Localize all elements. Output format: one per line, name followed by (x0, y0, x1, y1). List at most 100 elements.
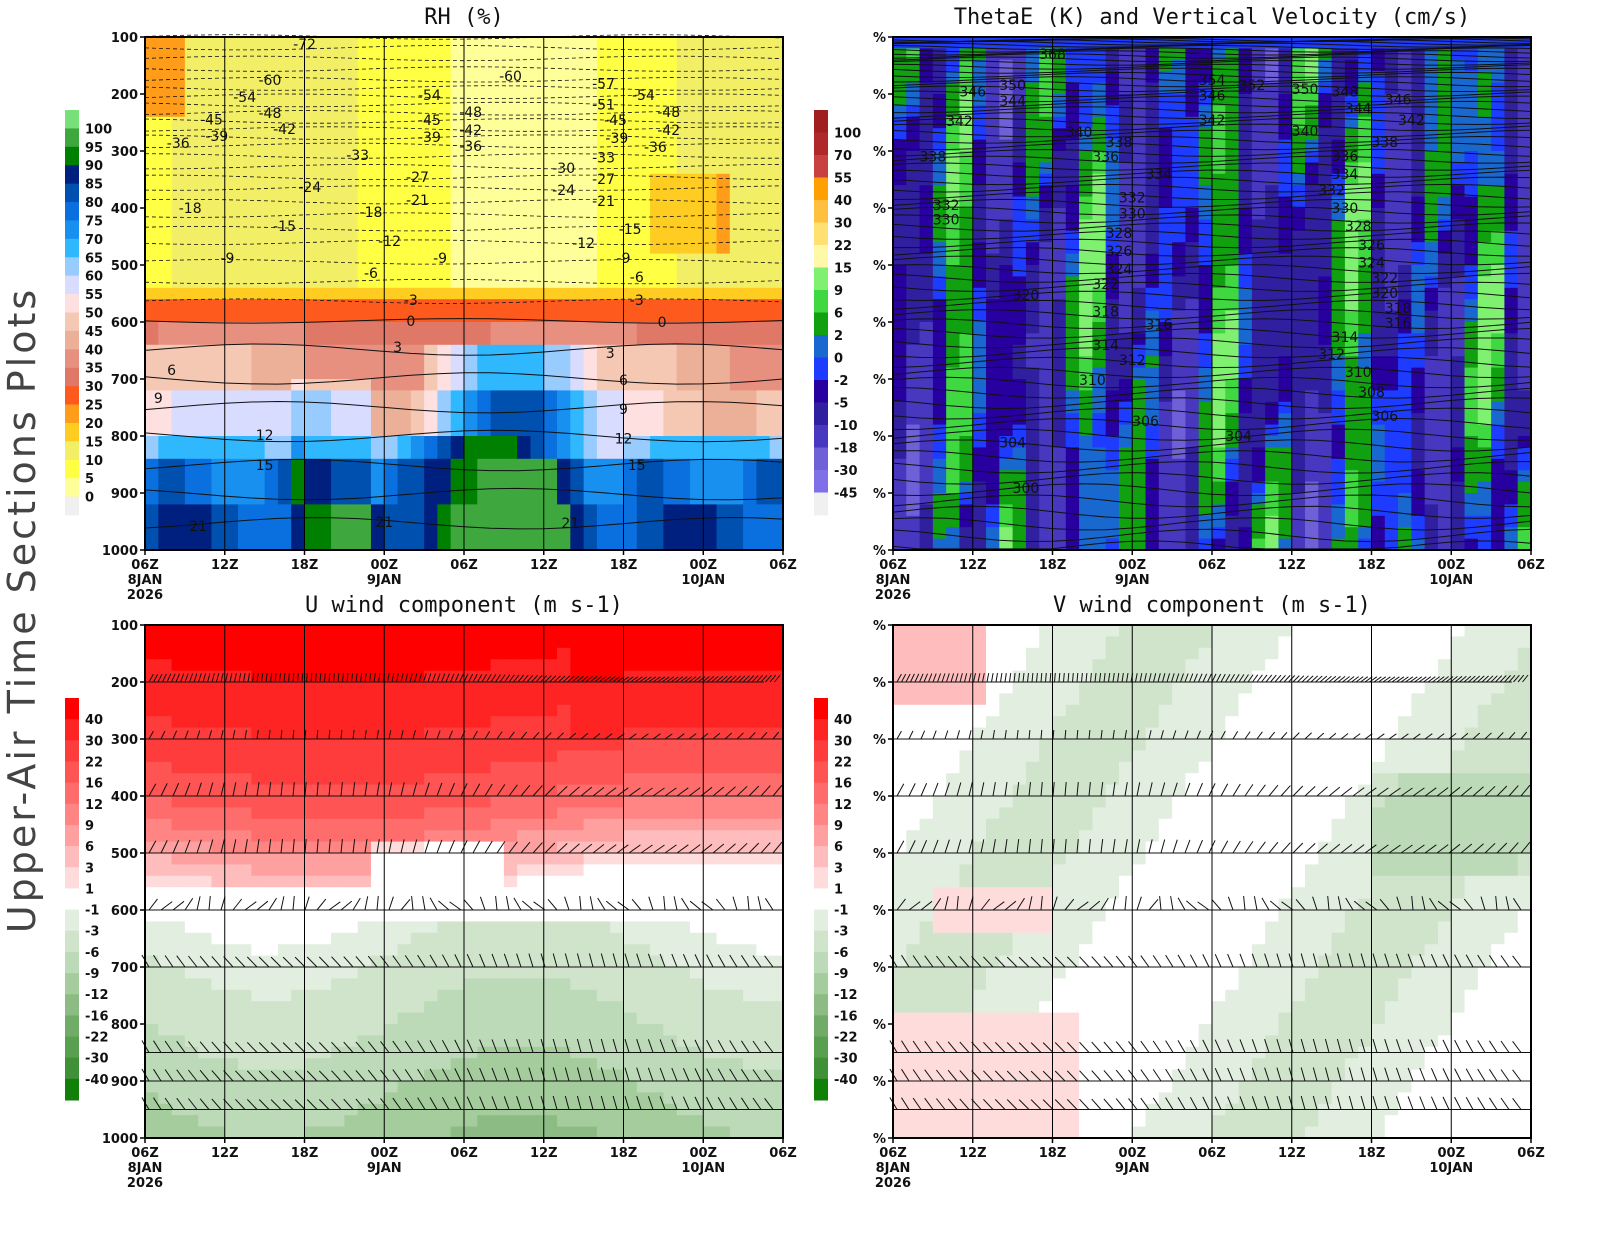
field-cell (716, 333, 731, 346)
field-cell (689, 59, 704, 72)
field-cell (1437, 447, 1452, 460)
field-cell (198, 242, 213, 255)
field-cell (397, 333, 412, 346)
field-cell (557, 436, 571, 448)
y-tick-label: % (873, 31, 886, 46)
contour-label: -15 (273, 219, 296, 235)
field-cell (384, 527, 399, 540)
field-cell (663, 94, 678, 106)
field-cell (557, 333, 571, 346)
colorbar-label: 75 (85, 215, 103, 230)
field-cell (304, 208, 319, 220)
field-cell (1424, 470, 1439, 483)
field-cell (1517, 367, 1532, 380)
colorbar-label: 85 (85, 178, 103, 193)
field-cell (769, 470, 784, 483)
field-cell (1411, 424, 1426, 437)
field-cell (1278, 527, 1293, 540)
field-cell (1025, 310, 1040, 323)
field-cell (224, 390, 239, 403)
field-cell (623, 481, 638, 494)
contour-label: 342 (946, 114, 973, 130)
field-cell (1424, 230, 1439, 243)
field-cell (1278, 242, 1293, 255)
field-cell (1238, 481, 1253, 494)
field-cell (517, 356, 532, 369)
field-cell (1145, 470, 1160, 483)
field-cell (331, 151, 345, 163)
field-cell (1278, 265, 1293, 277)
field-cell (1145, 436, 1160, 448)
field-cell (410, 333, 425, 346)
field-cell (1344, 458, 1359, 471)
field-cell (1437, 287, 1452, 300)
field-cell (171, 82, 186, 95)
field-cell (1517, 493, 1532, 505)
field-cell (1344, 424, 1359, 437)
field-cell (145, 344, 159, 357)
field-cell (304, 59, 319, 72)
field-cell (906, 105, 921, 118)
field-cell (503, 94, 518, 106)
field-cell (959, 310, 974, 323)
field-cell (1265, 265, 1280, 277)
field-cell (291, 401, 306, 414)
field-cell (211, 875, 226, 888)
field-cell (703, 299, 718, 312)
field-cell (238, 493, 252, 505)
field-cell (893, 116, 907, 129)
field-cell (370, 413, 385, 426)
field-cell (1065, 162, 1080, 175)
field-cell (437, 59, 452, 72)
field-cell (663, 82, 678, 95)
field-cell (331, 253, 345, 266)
field-cell (1344, 37, 1359, 49)
x-tick-label: 06Z (879, 558, 907, 573)
field-cell (583, 493, 598, 505)
field-cell (1491, 173, 1506, 186)
field-cell (331, 265, 345, 277)
field-cell (437, 504, 452, 517)
field-cell (583, 413, 598, 426)
field-cell (1358, 162, 1373, 175)
field-cell (370, 219, 385, 232)
field-cell (384, 196, 399, 209)
field-cell (729, 458, 744, 471)
field-cell (397, 527, 412, 540)
field-cell (906, 230, 921, 243)
field-cell (676, 208, 691, 220)
field-cell (490, 219, 505, 232)
field-cell (570, 208, 585, 220)
field-cell (224, 401, 239, 414)
field-cell (145, 944, 159, 957)
field-cell (198, 265, 213, 277)
field-cell (384, 162, 399, 175)
colorbar-label: 0 (834, 352, 843, 367)
colorbar-box (65, 110, 79, 129)
field-cell (477, 333, 492, 346)
field-cell (932, 253, 947, 266)
field-cell (184, 173, 199, 186)
field-cell (972, 37, 987, 49)
field-cell (145, 82, 159, 95)
field-cell (238, 128, 252, 141)
colorbar-label: -45 (834, 487, 858, 502)
field-cell (304, 185, 319, 198)
field-cell (424, 219, 439, 232)
field-cell (530, 37, 545, 49)
field-cell (145, 921, 159, 934)
field-cell (1118, 173, 1133, 186)
field-cell (158, 761, 173, 774)
field-cell (517, 447, 532, 460)
field-cell (171, 1092, 186, 1105)
field-cell (464, 299, 478, 312)
field-cell (1118, 48, 1133, 61)
colorbar-box (814, 470, 828, 493)
field-cell (1079, 173, 1093, 186)
field-cell (224, 367, 239, 380)
field-cell (999, 367, 1014, 380)
field-cell (1251, 230, 1266, 243)
field-cell (384, 322, 399, 334)
contour-label: 314 (1332, 330, 1359, 346)
field-cell (145, 310, 159, 323)
